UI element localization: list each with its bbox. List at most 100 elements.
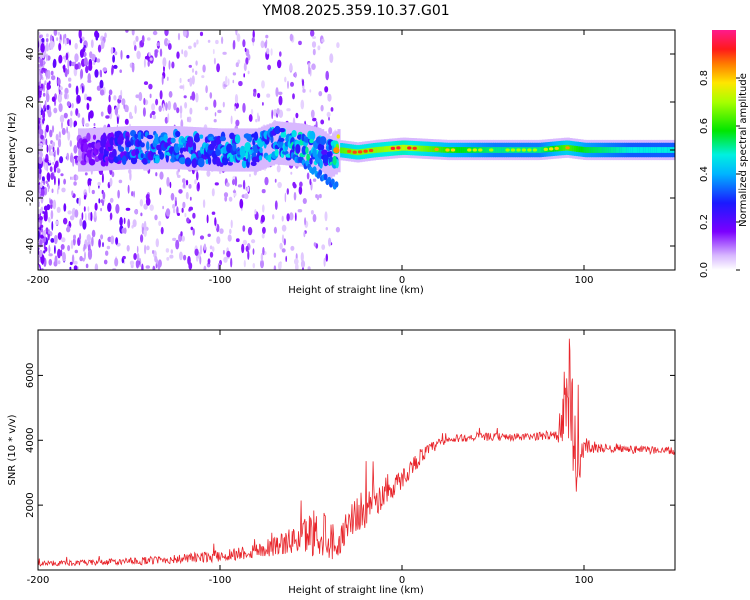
- spectrogram-ylabel: Frequency (Hz): [7, 112, 18, 188]
- spectrogram-peak: [467, 148, 472, 152]
- spectrogram-noise-blob: [207, 39, 211, 43]
- spectrogram-ridge-blob: [241, 159, 247, 169]
- spectrogram-ytick-label: -20: [25, 190, 36, 206]
- spectrogram-peak: [472, 148, 477, 152]
- spectrogram-noise-blob: [277, 181, 282, 189]
- spectrogram-noise-blob: [136, 253, 140, 262]
- spectrogram-noise-blob: [56, 146, 60, 156]
- spectrogram-noise-blob: [304, 217, 307, 226]
- spectrogram-noise-blob: [179, 85, 184, 89]
- colorbar-gradient: [712, 30, 736, 270]
- spectrogram-noise-blob: [191, 68, 195, 73]
- spectrogram-noise-blob: [73, 260, 78, 265]
- spectrogram-ridge-core: [610, 147, 614, 153]
- spectrogram-noise-blob: [82, 257, 85, 262]
- spectrogram-noise-blob: [149, 204, 154, 211]
- spectrogram-noise-blob: [124, 118, 129, 125]
- spectrogram-noise-blob: [209, 251, 214, 258]
- spectrogram-noise-blob: [213, 99, 217, 108]
- spectrogram-noise-blob: [157, 259, 162, 268]
- spectrogram-noise-blob: [39, 250, 43, 258]
- spectrogram-ridge-core: [455, 147, 459, 153]
- spectrogram-ridge-core: [381, 146, 385, 153]
- spectrogram-noise-blob: [166, 257, 170, 261]
- spectrogram-noise-blob: [330, 107, 334, 112]
- spectrogram-noise-blob: [266, 93, 271, 98]
- spectrogram-noise-blob: [182, 30, 187, 37]
- spectrogram-noise-blob: [183, 95, 187, 99]
- colorbar-tick-label: 0.8: [699, 70, 710, 86]
- spectrogram-noise-blob: [245, 57, 249, 65]
- spectrogram-noise-blob: [49, 129, 53, 138]
- spectrogram-peak: [543, 147, 548, 151]
- spectrogram-noise-blob: [222, 250, 225, 255]
- spectrogram-noise-blob: [156, 42, 161, 47]
- spectrogram-noise-blob: [152, 265, 156, 270]
- spectrogram-noise-blob: [46, 163, 49, 172]
- spectrogram-noise-blob: [284, 192, 287, 203]
- spectrogram-noise-blob: [109, 212, 113, 220]
- spectrogram-noise-blob: [79, 218, 83, 227]
- spectrogram-branch-blob: [323, 173, 328, 181]
- spectrogram-noise-blob: [39, 182, 43, 188]
- spectrogram-noise-blob: [227, 78, 230, 86]
- spectrogram-noise-blob: [85, 123, 90, 127]
- spectrogram-noise-blob: [213, 119, 217, 123]
- spectrogram-noise-blob: [262, 226, 266, 234]
- spectrogram-noise-blob: [159, 48, 163, 57]
- spectrogram-ridge-core: [661, 147, 665, 153]
- spectrogram-noise-blob: [74, 53, 79, 63]
- spectrogram-noise-blob: [64, 68, 68, 78]
- spectrogram-noise-blob: [230, 257, 233, 268]
- spectrogram-noise-blob: [88, 63, 93, 71]
- spectrogram-noise-blob: [228, 196, 233, 202]
- spectrogram-noise-blob: [261, 233, 265, 239]
- snr-ylabel: SNR (10 * v/v): [7, 414, 18, 485]
- spectrogram-noise-blob: [46, 82, 50, 91]
- spectrogram-noise-blob: [187, 255, 191, 266]
- spectrogram-noise-blob: [133, 190, 136, 198]
- spectrogram-ridge-core: [493, 147, 496, 153]
- spectrogram-noise-blob: [247, 250, 250, 260]
- spectrogram-noise-blob: [84, 251, 86, 260]
- spectrogram-noise-blob: [138, 91, 143, 102]
- spectrogram-noise-blob: [67, 245, 71, 252]
- spectrogram-ridge-core: [342, 147, 346, 154]
- spectrogram-noise-blob: [276, 108, 280, 115]
- spectrogram-ridge-blob: [192, 142, 197, 152]
- spectrogram-noise-blob: [108, 94, 111, 103]
- spectrogram-noise-blob: [102, 242, 104, 248]
- spectrogram-noise-blob: [281, 224, 287, 232]
- spectrogram-ridge-core: [645, 147, 649, 153]
- spectrogram-ridge-core: [362, 148, 365, 155]
- spectrogram-noise-blob: [50, 70, 54, 76]
- spectrogram-ridge-core: [403, 144, 407, 151]
- spectrogram-noise-blob: [311, 41, 317, 48]
- snr-ytick-label: 2000: [25, 492, 36, 517]
- spectrogram-noise-blob: [42, 118, 45, 124]
- spectrogram-peak: [412, 146, 417, 150]
- spectrogram-noise-blob: [102, 67, 108, 72]
- spectrogram-noise-blob: [197, 181, 200, 189]
- spectrogram-halo: [307, 125, 311, 169]
- spectrogram-noise-blob: [58, 96, 61, 101]
- spectrogram-noise-blob: [81, 117, 85, 126]
- spectrogram-noise-blob: [166, 76, 169, 82]
- spectrogram-noise-blob: [61, 187, 66, 193]
- spectrogram-ridge-core: [632, 147, 636, 153]
- spectrogram-ridge-core: [460, 147, 464, 153]
- spectrogram-ridge-core: [628, 147, 632, 153]
- spectrogram-noise-blob: [71, 176, 75, 180]
- spectrogram-noise-blob: [38, 156, 43, 165]
- spectrogram-ridge-core: [458, 147, 462, 153]
- spectrogram-noise-blob: [152, 250, 155, 254]
- spectrogram-peak: [505, 148, 510, 152]
- spectrogram-ytick-label: 20: [25, 96, 36, 109]
- spectrogram-noise-blob: [109, 177, 113, 187]
- spectrogram-ridge-core: [641, 147, 645, 153]
- spectrogram-noise-blob: [145, 197, 151, 206]
- spectrogram-noise-blob: [167, 100, 172, 111]
- spectrogram-peak: [527, 148, 532, 152]
- spectrogram-noise-blob: [247, 70, 250, 75]
- spectrogram-ridge-blob: [154, 157, 160, 164]
